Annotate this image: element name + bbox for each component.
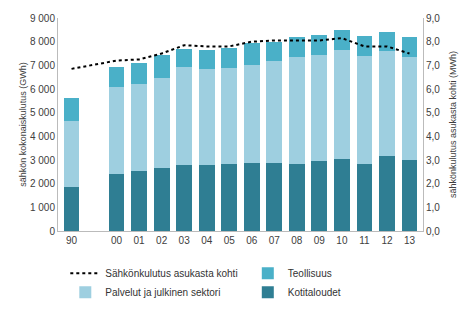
svg-text:90: 90 xyxy=(66,235,78,246)
svg-text:2 000: 2 000 xyxy=(30,178,55,189)
svg-text:01: 01 xyxy=(134,235,146,246)
svg-text:3 000: 3 000 xyxy=(30,155,55,166)
svg-text:4 000: 4 000 xyxy=(30,131,55,142)
svg-text:13: 13 xyxy=(404,235,416,246)
svg-text:00: 00 xyxy=(111,235,123,246)
svg-text:12: 12 xyxy=(381,235,393,246)
svg-text:07: 07 xyxy=(269,235,281,246)
svg-text:9,0: 9,0 xyxy=(426,13,440,24)
svg-text:Palvelut ja julkinen sektori: Palvelut ja julkinen sektori xyxy=(105,287,220,298)
svg-text:Kotitaloudet: Kotitaloudet xyxy=(288,287,341,298)
svg-text:06: 06 xyxy=(246,235,258,246)
svg-text:8 000: 8 000 xyxy=(30,36,55,47)
svg-text:Teollisuus: Teollisuus xyxy=(288,268,332,279)
svg-text:7,0: 7,0 xyxy=(426,60,440,71)
svg-text:08: 08 xyxy=(291,235,303,246)
svg-text:10: 10 xyxy=(336,235,348,246)
svg-text:04: 04 xyxy=(201,235,213,246)
svg-text:7 000: 7 000 xyxy=(30,60,55,71)
svg-text:4,0: 4,0 xyxy=(426,131,440,142)
svg-text:1,0: 1,0 xyxy=(426,202,440,213)
svg-text:11: 11 xyxy=(359,235,370,246)
svg-text:5 000: 5 000 xyxy=(30,107,55,118)
svg-text:09: 09 xyxy=(314,235,326,246)
svg-text:1 000: 1 000 xyxy=(30,202,55,213)
svg-text:sähkönkulutus asukasta kohti (: sähkönkulutus asukasta kohti (MWh) xyxy=(448,51,458,198)
svg-text:8,0: 8,0 xyxy=(426,36,440,47)
svg-text:05: 05 xyxy=(224,235,236,246)
svg-text:0,0: 0,0 xyxy=(426,226,440,237)
svg-text:02: 02 xyxy=(156,235,168,246)
svg-text:5,0: 5,0 xyxy=(426,107,440,118)
svg-text:3,0: 3,0 xyxy=(426,155,440,166)
svg-text:03: 03 xyxy=(179,235,191,246)
svg-text:6,0: 6,0 xyxy=(426,84,440,95)
svg-text:9 000: 9 000 xyxy=(30,13,55,24)
svg-text:sähkön kokonaiskulutus (GWh): sähkön kokonaiskulutus (GWh) xyxy=(18,62,28,187)
svg-text:Sähkönkulutus asukasta kohti: Sähkönkulutus asukasta kohti xyxy=(105,268,237,279)
svg-text:2,0: 2,0 xyxy=(426,178,440,189)
svg-text:0: 0 xyxy=(49,226,55,237)
svg-text:6 000: 6 000 xyxy=(30,84,55,95)
